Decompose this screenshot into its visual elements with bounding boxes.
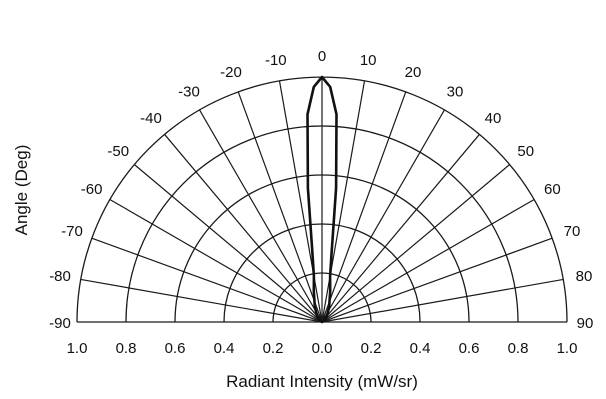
grid-spoke bbox=[237, 91, 323, 323]
grid-spoke bbox=[109, 198, 323, 323]
angle-tick-label: 10 bbox=[360, 52, 377, 69]
grid-spoke bbox=[80, 278, 323, 323]
angle-tick-label: 30 bbox=[447, 84, 464, 101]
angle-tick-label: 40 bbox=[485, 110, 502, 127]
angle-tick-label: -70 bbox=[61, 223, 83, 240]
radial-tick-label: 1.0 bbox=[67, 340, 88, 357]
grid-spoke bbox=[321, 237, 553, 323]
series-line bbox=[306, 75, 338, 324]
radial-tick-label: 0.8 bbox=[116, 340, 137, 357]
radial-tick-label: 0.4 bbox=[214, 340, 235, 357]
angle-tick-label: 0 bbox=[318, 48, 326, 65]
angle-tick-label: 50 bbox=[517, 143, 534, 160]
radial-tick-label: 0.2 bbox=[263, 340, 284, 357]
angle-tick-label: 20 bbox=[405, 64, 422, 81]
radial-tick-label: 0.6 bbox=[459, 340, 480, 357]
angle-tick-label: 90 bbox=[577, 315, 594, 332]
angle-tick-label: -20 bbox=[220, 64, 242, 81]
radial-tick-label: 1.0 bbox=[557, 340, 578, 357]
angle-tick-label: -80 bbox=[49, 268, 71, 285]
grid-spoke bbox=[198, 109, 323, 323]
grid-spoke bbox=[321, 91, 407, 323]
grid-spoke bbox=[321, 164, 511, 323]
angle-tick-label: -90 bbox=[49, 315, 71, 332]
angle-tick-label: -30 bbox=[178, 84, 200, 101]
grid-spoke bbox=[321, 109, 446, 323]
y-axis-title: Angle (Deg) bbox=[12, 145, 31, 236]
radial-tick-label: 0.4 bbox=[410, 340, 431, 357]
radial-tick-label: 0.8 bbox=[508, 340, 529, 357]
grid-spoke bbox=[321, 278, 564, 323]
angle-tick-label: -60 bbox=[81, 181, 103, 198]
radial-tick-label: 0.0 bbox=[312, 340, 333, 357]
x-axis-title: Radiant Intensity (mW/sr) bbox=[226, 372, 418, 391]
angle-tick-label: -10 bbox=[265, 52, 287, 69]
grid-spoke bbox=[321, 133, 480, 323]
angle-tick-label: -40 bbox=[140, 110, 162, 127]
angle-tick-label: 60 bbox=[544, 181, 561, 198]
radial-tick-label: 0.2 bbox=[361, 340, 382, 357]
grid-spoke bbox=[164, 133, 323, 323]
grid-spoke bbox=[133, 164, 323, 323]
angle-tick-label: 80 bbox=[576, 268, 593, 285]
grid-spoke bbox=[321, 198, 535, 323]
grid-spoke bbox=[91, 237, 323, 323]
radial-tick-label: 0.6 bbox=[165, 340, 186, 357]
angle-tick-label: -50 bbox=[107, 143, 129, 160]
angle-tick-label: 70 bbox=[564, 223, 581, 240]
